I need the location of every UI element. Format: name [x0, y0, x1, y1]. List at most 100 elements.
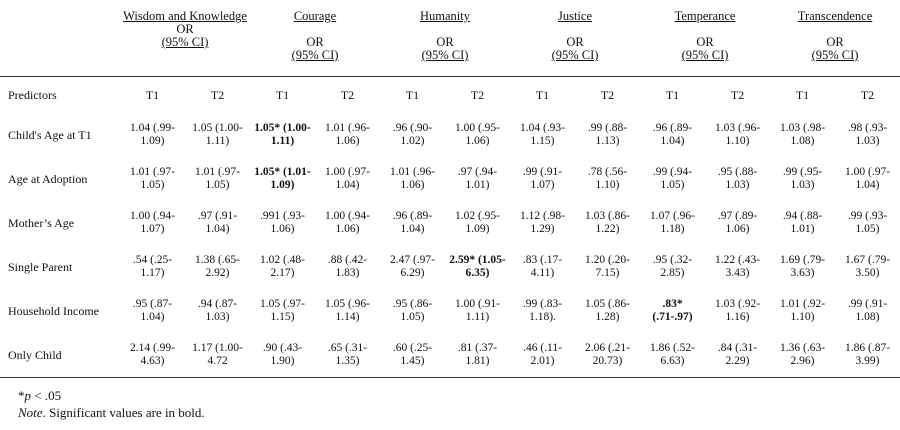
time-label: T2 — [600, 87, 615, 102]
table-cell: 1.04 (.93- 1.15) — [519, 122, 566, 147]
table-row: Child's Age at T1 1.04 (.99- 1.09) 1.05 (1… — [0, 113, 900, 157]
time-label: T1 — [795, 87, 810, 102]
table-cell: 1.12 (.98- 1.29) — [519, 210, 566, 235]
table-cell: 1.00 (.91- 1.11) — [454, 298, 501, 323]
table-cell: 2.06 (.21- 20.73) — [584, 342, 631, 367]
time-label: T2 — [210, 87, 225, 102]
table-cell: .99 (.88- 1.13) — [587, 122, 628, 147]
table-notes: *p < .05 Note. Significant values are in… — [18, 387, 205, 421]
table-cell: .95 (.87- 1.04) — [132, 298, 173, 323]
table-cell: 1.02 (.95- 1.09) — [454, 210, 501, 235]
predictors-label: Predictors — [8, 87, 57, 102]
table-row: Mother’s Age 1.00 (.94- 1.07) .97 (.91- 1.… — [0, 201, 900, 245]
table-cell: 1.01 (.96- 1.06) — [389, 166, 436, 191]
table-cell: .97 (.91- 1.04) — [197, 210, 238, 235]
table-row: Only Child 2.14 (.99- 4.63) 1.17 (1.00- 4.… — [0, 333, 900, 378]
table-cell: 1.02 (.48- 2.17) — [259, 254, 306, 279]
table-cell: .99 (.83- 1.18). — [522, 298, 563, 323]
table-cell: .96 (.89- 1.04) — [392, 210, 433, 235]
table-cell: .95 (.86- 1.05) — [392, 298, 433, 323]
table-cell: .88 (.42- 1.83) — [327, 254, 368, 279]
table-cell: .65 (.31- 1.35) — [327, 342, 368, 367]
table-cell: 1.05 (.97- 1.15) — [259, 298, 306, 323]
table-cell: .95 (.88- 1.03) — [717, 166, 758, 191]
odds-ratio-table: Wisdom and Knowledge OR (95% CI) Courage OR(… — [0, 10, 900, 378]
table-cell: .97 (.89- 1.06) — [717, 210, 758, 235]
table-cell: 1.00 (.95- 1.06) — [454, 122, 501, 147]
time-label: T2 — [340, 87, 355, 102]
time-label: T1 — [145, 87, 160, 102]
odds-ratio-label: OR — [436, 35, 454, 49]
table-cell: 1.03 (.92- 1.16) — [714, 298, 761, 323]
group-header: Temperance OR (95% CI) — [640, 10, 770, 77]
table-cell: .90 (.43- 1.90) — [262, 342, 303, 367]
table-cell: .99 (.95- 1.03) — [782, 166, 823, 191]
odds-ratio-label: OR — [566, 35, 584, 49]
time-label: T2 — [470, 87, 485, 102]
predictor-label: Single Parent — [8, 259, 73, 274]
group-header: Humanity OR (95% CI) — [380, 10, 510, 77]
time-label: T2 — [860, 87, 875, 102]
table-row: Single Parent .54 (.25- 1.17) 1.38 (.65- 2… — [0, 245, 900, 289]
time-label: T1 — [405, 87, 420, 102]
table-cell: 1.38 (.65- 2.92) — [194, 254, 241, 279]
table-cell: .84 (.31- 2.29) — [717, 342, 758, 367]
table-cell: .96 (.89- 1.04) — [652, 122, 693, 147]
table-cell: 1.03 (.98- 1.08) — [779, 122, 826, 147]
table-cell: .78 (.56- 1.10) — [587, 166, 628, 191]
group-title: Temperance — [674, 9, 736, 23]
table-cell: 1.01 (.92- 1.10) — [779, 298, 826, 323]
table-cell: 1.03 (.96- 1.10) — [714, 122, 761, 147]
time-label-row: Predictors T1 T2 T1 T2 T1 T2 T1 T2 T1 T2 T1 T2 — [0, 77, 900, 114]
ci-label: (95% CI) — [811, 48, 859, 62]
table-cell: .99 (.94- 1.05) — [652, 166, 693, 191]
group-header: Wisdom and Knowledge OR (95% CI) — [120, 10, 250, 77]
significant-cell: 1.05* (1.00- 1.11) — [254, 122, 311, 147]
table-cell: 1.86 (.52- 6.63) — [649, 342, 696, 367]
odds-ratio-label: OR — [826, 35, 844, 49]
odds-ratio-label: OR — [176, 22, 194, 36]
ci-label: (95% CI) — [161, 35, 209, 49]
time-label: T2 — [730, 87, 745, 102]
table-cell: 2.14 (.99- 4.63) — [129, 342, 176, 367]
group-header: Transcendence OR (95% CI) — [770, 10, 900, 77]
ci-label: (95% CI) — [551, 48, 599, 62]
significant-cell: 2.59* (1.05- 6.35) — [449, 254, 506, 279]
table-cell: 1.07 (.96- 1.18) — [649, 210, 696, 235]
table-cell: 1.00 (.94- 1.06) — [324, 210, 371, 235]
table-cell: 1.04 (.99- 1.09) — [129, 122, 176, 147]
table-cell: .46 (.11- 2.01) — [523, 342, 562, 367]
table-cell: 1.00 (.97- 1.04) — [324, 166, 371, 191]
table-cell: .991 (.93- 1.06) — [259, 210, 306, 235]
table-cell: 1.69 (.79- 3.63) — [779, 254, 826, 279]
time-label: T1 — [665, 87, 680, 102]
bold-note: Note. Significant values are in bold. — [18, 405, 205, 420]
ci-label: (95% CI) — [291, 48, 339, 62]
table-cell: .60 (.25- 1.45) — [392, 342, 433, 367]
table-cell: 1.67 (.79- 3.50) — [845, 254, 891, 279]
table-cell: 1.17 (1.00- 4.72 — [192, 342, 243, 367]
group-header-row: Wisdom and Knowledge OR (95% CI) Courage OR(… — [0, 10, 900, 77]
significant-cell: 1.05* (1.01- 1.09) — [254, 166, 311, 191]
group-header: Courage OR (95% CI) — [250, 10, 380, 77]
ci-label: (95% CI) — [681, 48, 729, 62]
predictor-label: Mother’s Age — [8, 215, 75, 230]
table-cell: 1.86 (.87- 3.99) — [845, 342, 891, 367]
table-cell: .54 (.25- 1.17) — [132, 254, 173, 279]
group-title: Transcendence — [797, 9, 873, 23]
table-cell: .95 (.32- 2.85) — [652, 254, 693, 279]
predictor-label: Child's Age at T1 — [8, 127, 92, 142]
significance-note: *p < .05 — [18, 388, 62, 403]
table-cell: 1.05 (.86- 1.28) — [584, 298, 631, 323]
predictor-label: Household Income — [8, 303, 99, 318]
table-row: Household Income .95 (.87- 1.04) .94 (.87-… — [0, 289, 900, 333]
group-title: Courage — [293, 9, 337, 23]
ci-label: (95% CI) — [421, 48, 469, 62]
table-cell: 1.00 (.97- 1.04) — [845, 166, 891, 191]
table-cell: .99 (.91- 1.08) — [847, 298, 888, 323]
table-cell: 2.47 (.97- 6.29) — [389, 254, 436, 279]
table-cell: 1.20 (.20- 7.15) — [584, 254, 631, 279]
table-cell: 1.03 (.86- 1.22) — [584, 210, 631, 235]
table-cell: .98 (.93- 1.03) — [847, 122, 888, 147]
